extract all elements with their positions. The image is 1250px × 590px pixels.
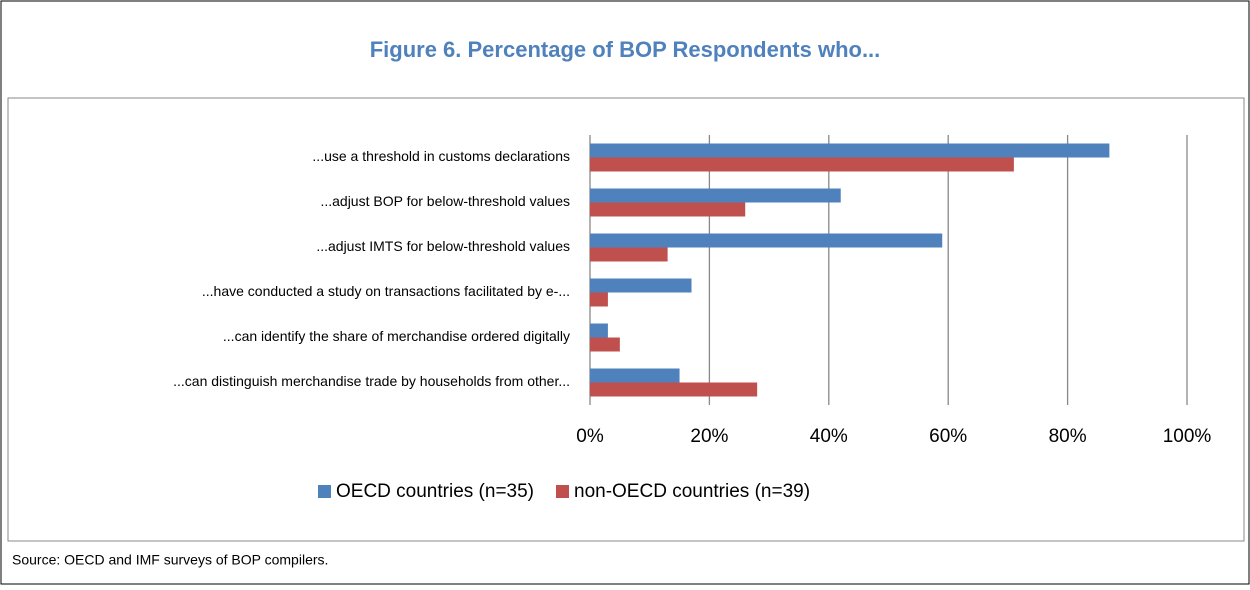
y-tick-label: ...adjust BOP for below-threshold values (320, 193, 570, 209)
chart-title: Figure 6. Percentage of BOP Respondents … (370, 37, 881, 62)
bar (590, 323, 608, 338)
y-tick-label: ...use a threshold in customs declaratio… (312, 148, 570, 164)
y-tick-label: ...can identify the share of merchandise… (223, 328, 570, 344)
chart-frame (7, 97, 1245, 542)
legend-swatch (318, 485, 331, 498)
bar (590, 368, 680, 383)
x-tick-label: 80% (1049, 426, 1087, 447)
bar (590, 278, 692, 293)
legend-label: OECD countries (n=35) (336, 481, 534, 502)
legend-swatch (556, 485, 569, 498)
bar (590, 382, 758, 397)
x-tick-label: 20% (690, 426, 728, 447)
bar (590, 337, 620, 352)
bar (590, 157, 1014, 172)
y-tick-label: ...have conducted a study on transaction… (202, 283, 570, 299)
x-tick-label: 60% (929, 426, 967, 447)
bar (590, 292, 608, 307)
bar (590, 247, 668, 262)
bar (590, 188, 841, 203)
x-tick-label: 100% (1163, 426, 1212, 447)
source-note: Source: OECD and IMF surveys of BOP comp… (12, 552, 328, 568)
legend-label: non-OECD countries (n=39) (574, 481, 810, 502)
bar (590, 202, 746, 217)
y-tick-label: ...can distinguish merchandise trade by … (173, 373, 570, 389)
x-tick-label: 0% (576, 426, 604, 447)
x-tick-label: 40% (810, 426, 848, 447)
bar (590, 233, 943, 248)
bar (590, 143, 1110, 158)
y-tick-label: ...adjust IMTS for below-threshold value… (316, 238, 570, 254)
